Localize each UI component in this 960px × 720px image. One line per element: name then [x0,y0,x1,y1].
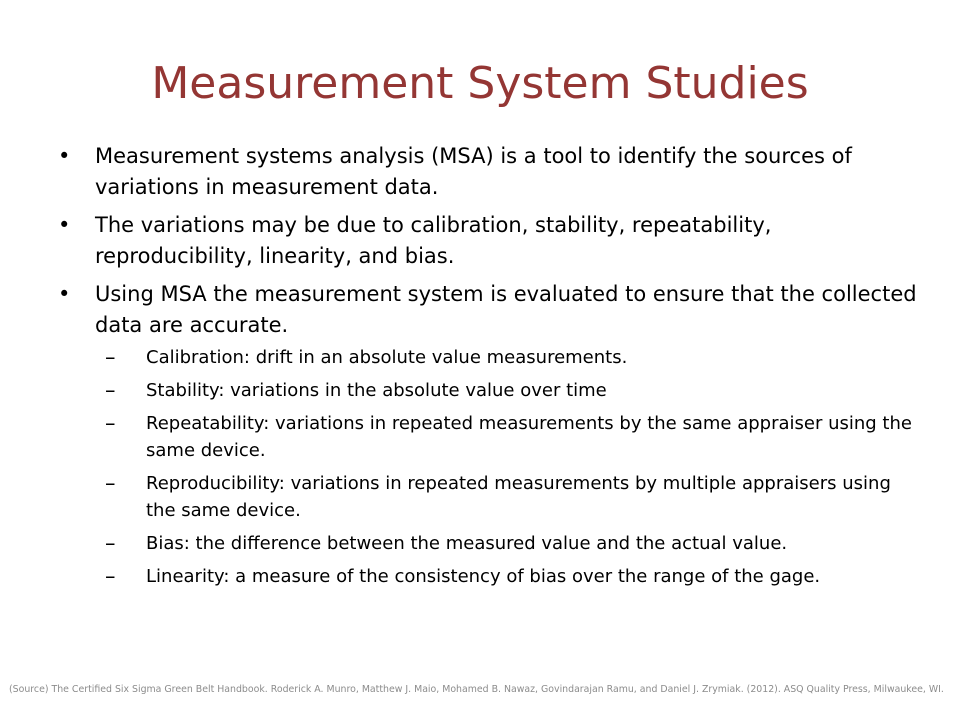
sub-bullet-item: – Bias: the difference between the measu… [105,530,918,557]
dash-marker: – [105,531,116,555]
sub-bullet-text: Linearity: a measure of the consistency … [146,566,821,587]
sub-bullet-text: Reproducibility: variations in repeated … [146,473,891,521]
dash-marker: – [105,471,116,495]
sub-bullet-item: – Repeatability: variations in repeated … [105,410,918,464]
source-citation: (Source) The Certified Six Sigma Green B… [9,684,944,695]
sub-bullet-text: Stability: variations in the absolute va… [146,380,607,401]
bullet-text: Measurement systems analysis (MSA) is a … [95,144,852,199]
sub-bullet-list: – Calibration: drift in an absolute valu… [95,344,918,590]
bullet-marker: • [58,144,71,168]
bullet-text: Using MSA the measurement system is eval… [95,282,917,337]
sub-bullet-text: Repeatability: variations in repeated me… [146,413,912,461]
bullet-item: • Using MSA the measurement system is ev… [58,279,918,590]
sub-bullet-text: Bias: the difference between the measure… [146,533,788,554]
dash-marker: – [105,564,116,588]
dash-marker: – [105,345,116,369]
sub-bullet-text: Calibration: drift in an absolute value … [146,347,628,368]
bullet-marker: • [58,213,71,237]
bullet-item: • Measurement systems analysis (MSA) is … [58,141,918,203]
sub-bullet-item: – Reproducibility: variations in repeate… [105,470,918,524]
sub-bullet-item: – Stability: variations in the absolute … [105,377,918,404]
bullet-item: • The variations may be due to calibrati… [58,210,918,272]
bullet-list: • Measurement systems analysis (MSA) is … [58,141,918,597]
sub-bullet-item: – Linearity: a measure of the consistenc… [105,563,918,590]
dash-marker: – [105,411,116,435]
bullet-marker: • [58,282,71,306]
slide-title: Measurement System Studies [151,58,809,109]
bullet-text: The variations may be due to calibration… [95,213,772,268]
sub-bullet-item: – Calibration: drift in an absolute valu… [105,344,918,371]
dash-marker: – [105,378,116,402]
